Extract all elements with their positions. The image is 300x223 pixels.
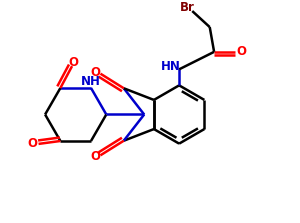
Text: O: O bbox=[90, 150, 100, 163]
Text: Br: Br bbox=[180, 1, 194, 14]
Text: HN: HN bbox=[161, 60, 181, 74]
Text: NH: NH bbox=[81, 75, 101, 88]
Text: O: O bbox=[68, 56, 79, 69]
Text: O: O bbox=[27, 137, 37, 150]
Text: O: O bbox=[90, 66, 100, 79]
Text: O: O bbox=[236, 45, 246, 58]
